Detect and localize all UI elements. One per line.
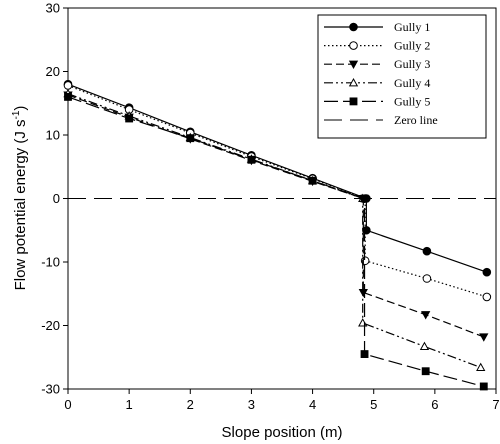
x-tick-label: 0 bbox=[64, 397, 71, 412]
data-point bbox=[64, 92, 72, 101]
data-point bbox=[422, 274, 432, 283]
y-axis-title-sup: -1 bbox=[11, 110, 22, 119]
x-tick-label: 5 bbox=[370, 397, 377, 412]
x-tick-label: 4 bbox=[309, 397, 316, 412]
legend: Gully 1 Gully 2 Gully 3 Gully 4 Gully 5 Zero … bbox=[317, 14, 487, 139]
data-point bbox=[482, 267, 492, 277]
y-tick-label: -20 bbox=[41, 318, 60, 333]
data-point bbox=[482, 292, 492, 302]
series-layer bbox=[63, 79, 496, 391]
legend-entry: Zero line bbox=[324, 113, 438, 127]
legend-label: Gully 1 bbox=[394, 20, 430, 34]
y-axis-title-close: ) bbox=[12, 106, 29, 111]
legend-entry: Gully 2 bbox=[324, 39, 430, 53]
y-tick-label: 10 bbox=[46, 128, 60, 143]
data-point bbox=[308, 176, 317, 185]
y-axis-title: Flow potential energy (J s-1) bbox=[11, 106, 29, 291]
data-point bbox=[479, 333, 489, 342]
legend-entry: Gully 1 bbox=[324, 20, 430, 34]
legend-marker bbox=[348, 60, 359, 70]
y-tick-label: -10 bbox=[41, 255, 60, 270]
legend-marker bbox=[349, 41, 358, 50]
legend-box bbox=[317, 14, 487, 139]
legend-marker bbox=[349, 97, 358, 106]
data-point bbox=[479, 382, 488, 391]
x-tick-label: 2 bbox=[187, 397, 194, 412]
x-axis-title: Slope position (m) bbox=[222, 424, 343, 441]
y-axis-title-main: Flow potential energy (J s bbox=[12, 119, 29, 290]
data-point bbox=[125, 114, 134, 123]
x-tick-label: 3 bbox=[248, 397, 255, 412]
legend-entry: Gully 4 bbox=[324, 76, 430, 90]
data-point bbox=[247, 155, 256, 164]
legend-label: Gully 4 bbox=[394, 76, 430, 90]
y-tick-label: 30 bbox=[46, 1, 60, 16]
x-tick-label: 7 bbox=[492, 397, 499, 412]
legend-label: Gully 3 bbox=[394, 57, 430, 71]
legend-label: Gully 5 bbox=[394, 94, 430, 108]
x-tick-label: 1 bbox=[126, 397, 133, 412]
y-tick-label: 0 bbox=[53, 191, 60, 206]
legend-marker bbox=[348, 77, 359, 87]
legend-entry: Gully 5 bbox=[324, 94, 430, 108]
axes-layer: 0 1 2 3 4 5 6 7 -30 -20 -10 0 10 20 30 bbox=[41, 1, 499, 413]
data-point bbox=[422, 246, 432, 256]
legend-label: Gully 2 bbox=[394, 39, 430, 53]
data-point bbox=[421, 367, 430, 376]
legend-entry: Gully 3 bbox=[324, 57, 430, 71]
data-point bbox=[63, 81, 73, 90]
data-point bbox=[360, 350, 369, 358]
y-tick-label: 20 bbox=[46, 64, 60, 79]
x-tick-label: 6 bbox=[431, 397, 438, 412]
data-point bbox=[476, 362, 486, 371]
legend-marker bbox=[349, 22, 358, 32]
data-point bbox=[186, 134, 195, 143]
data-point bbox=[419, 341, 430, 350]
data-point bbox=[421, 311, 431, 320]
y-tick-label: -30 bbox=[41, 382, 60, 397]
data-point bbox=[358, 288, 368, 298]
legend-label: Zero line bbox=[394, 113, 438, 127]
